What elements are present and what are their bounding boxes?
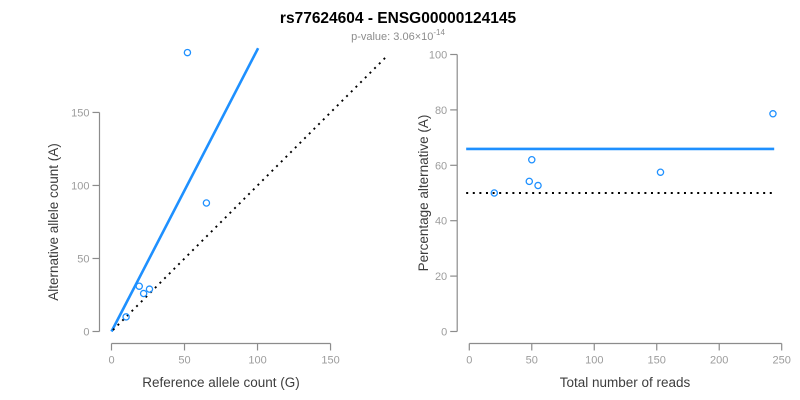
left-plot-yaxis-title: Alternative allele count (A): [46, 143, 61, 301]
p-value-subtitle: p-value: 3.06×10-14: [351, 28, 445, 43]
data-point: [769, 110, 777, 118]
identity-line: [112, 54, 389, 331]
data-point: [525, 177, 534, 186]
y-tick-label: 100: [429, 50, 447, 62]
data-point: [139, 289, 148, 298]
data-point: [534, 181, 542, 190]
left-plot: 0 50 100 150 0 50 100 150: [71, 47, 389, 367]
x-tick-label: 0: [466, 355, 472, 367]
data-point: [183, 48, 192, 57]
data-point: [528, 156, 536, 164]
data-point: [122, 313, 130, 321]
p-value-base: 3.06×10: [393, 31, 433, 43]
x-tick-label: 100: [248, 355, 266, 367]
left-plot-xaxis-title: Reference allele count (G): [142, 375, 300, 390]
figure-title: rs77624604 - ENSG00000124145: [280, 10, 517, 27]
right-plot-xaxis-title: Total number of reads: [560, 375, 691, 390]
right-plot-yaxis-title: Percentage alternative (A): [416, 115, 431, 272]
p-value-prefix: p-value:: [351, 31, 393, 43]
data-point: [135, 282, 143, 290]
p-value-exponent: -14: [433, 28, 445, 37]
right-plot: 0 50 100 150 200 250 0 20 40 60 80 100: [429, 50, 791, 367]
x-tick-label: 150: [321, 355, 339, 367]
y-tick-label: 0: [83, 327, 89, 339]
x-tick-label: 250: [773, 355, 791, 367]
allelic-ratio-fit-line: [110, 47, 260, 333]
y-tick-label: 20: [435, 271, 447, 283]
y-tick-label: 60: [435, 160, 447, 172]
y-tick-label: 150: [71, 107, 89, 119]
x-tick-label: 50: [526, 355, 538, 367]
y-tick-label: 0: [441, 327, 447, 339]
y-tick-label: 50: [77, 253, 89, 265]
x-tick-label: 100: [585, 355, 603, 367]
x-tick-label: 50: [178, 355, 190, 367]
x-tick-label: 200: [710, 355, 728, 367]
data-point: [656, 168, 665, 176]
y-tick-label: 100: [71, 180, 89, 192]
x-tick-label: 150: [648, 355, 666, 367]
y-tick-label: 40: [435, 216, 447, 228]
data-point: [490, 189, 499, 197]
data-point: [145, 285, 154, 293]
y-tick-label: 80: [435, 105, 447, 117]
data-point: [202, 199, 211, 207]
x-tick-label: 0: [108, 355, 114, 367]
